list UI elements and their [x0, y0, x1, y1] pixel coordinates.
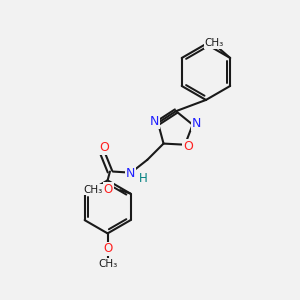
- Text: O: O: [103, 242, 112, 256]
- Text: N: N: [150, 115, 159, 128]
- Text: CH₃: CH₃: [98, 259, 117, 269]
- Text: N: N: [191, 117, 201, 130]
- Text: H: H: [139, 172, 148, 184]
- Text: O: O: [183, 140, 193, 153]
- Text: N: N: [126, 167, 135, 179]
- Text: CH₃: CH₃: [83, 184, 103, 194]
- Text: CH₃: CH₃: [204, 38, 224, 48]
- Text: O: O: [104, 183, 113, 196]
- Text: O: O: [99, 142, 109, 154]
